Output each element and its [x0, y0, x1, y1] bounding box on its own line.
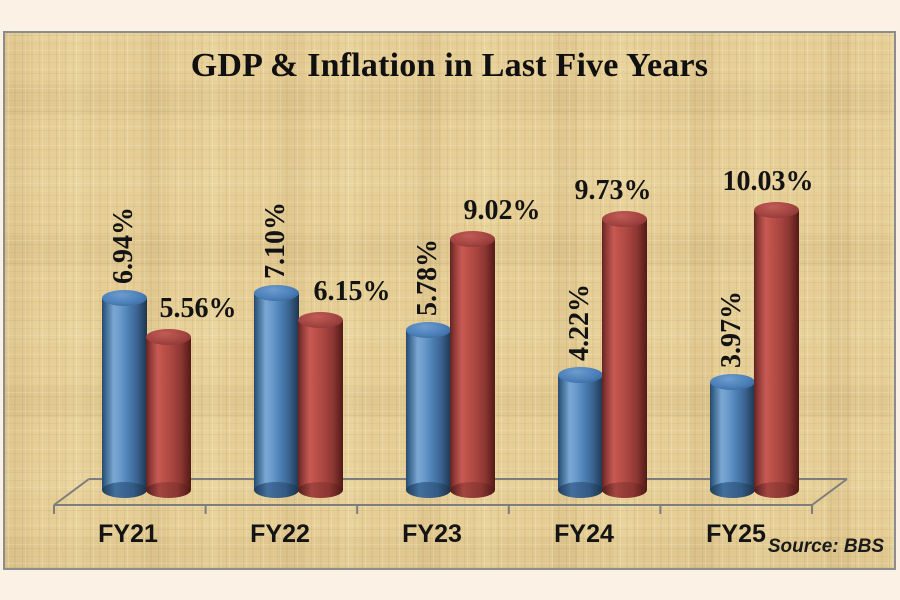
- x-axis-label-fy21: FY21: [98, 520, 158, 548]
- value-label-inflation-fy25: 10.03%: [722, 166, 814, 198]
- cylinder-bottom-cap: [101, 481, 147, 498]
- cylinder-top-cap: [405, 322, 451, 339]
- category-axis: FY21 FY22 FY23 FY24 FY25: [5, 33, 894, 568]
- cylinder-bottom-cap: [557, 481, 603, 498]
- bar-inflation-fy22: [297, 311, 343, 498]
- cylinder-top-cap: [253, 285, 299, 302]
- x-axis-label-fy23: FY23: [402, 520, 462, 548]
- value-label-inflation-fy21: 5.56%: [159, 292, 237, 324]
- bar-inflation-fy24: [601, 210, 647, 498]
- floor-left-edge: [53, 478, 90, 506]
- bar-inflation-fy23: [449, 230, 495, 498]
- chart-panel: GDP & Inflation in Last Five Years 6.94%…: [3, 31, 896, 570]
- bar-inflation-fy21: [145, 328, 191, 498]
- cylinder-bottom-cap: [297, 481, 343, 498]
- x-axis-ticks: [53, 505, 813, 514]
- source-credit: Source: BBS: [767, 536, 884, 557]
- x-axis-label-fy24: FY24: [554, 520, 614, 548]
- cylinder-top-cap: [449, 230, 495, 247]
- cylinder-top-cap: [601, 210, 647, 227]
- bar-gdp-fy25: [709, 373, 755, 498]
- cylinder-bottom-cap: [253, 481, 299, 498]
- bar-gdp-fy22: [253, 285, 299, 498]
- cylinder-bottom-cap: [601, 481, 647, 498]
- bar-gdp-fy24: [557, 366, 603, 498]
- floor-right-edge: [811, 478, 848, 506]
- bars-layer: 6.94% 5.56% 7.10% 6.15% 5.78% 9.02% 4.22% 9.73%…: [5, 33, 894, 568]
- chart-title: GDP & Inflation in Last Five Years: [190, 47, 709, 84]
- cylinder-bottom-cap: [405, 481, 451, 498]
- cylinder-bottom-cap: [709, 481, 755, 498]
- value-label-inflation-fy23: 9.02%: [463, 194, 541, 226]
- bar-gdp-fy21: [101, 289, 147, 498]
- cylinder-bottom-cap: [753, 481, 799, 498]
- x-axis-label-fy25: FY25: [706, 520, 766, 548]
- cylinder-top-cap: [557, 366, 603, 383]
- bar-inflation-fy25: [753, 202, 799, 498]
- cylinder-bottom-cap: [449, 481, 495, 498]
- value-label-inflation-fy24: 9.73%: [574, 174, 652, 206]
- x-axis-label-fy22: FY22: [250, 520, 310, 548]
- cylinder-top-cap: [297, 311, 343, 328]
- cylinder-top-cap: [145, 328, 191, 345]
- value-label-inflation-fy22: 6.15%: [313, 275, 391, 307]
- cylinder-bottom-cap: [145, 481, 191, 498]
- cylinder-top-cap: [101, 289, 147, 306]
- cylinder-top-cap: [709, 373, 755, 390]
- cylinder-top-cap: [753, 202, 799, 219]
- bar-gdp-fy23: [405, 322, 451, 498]
